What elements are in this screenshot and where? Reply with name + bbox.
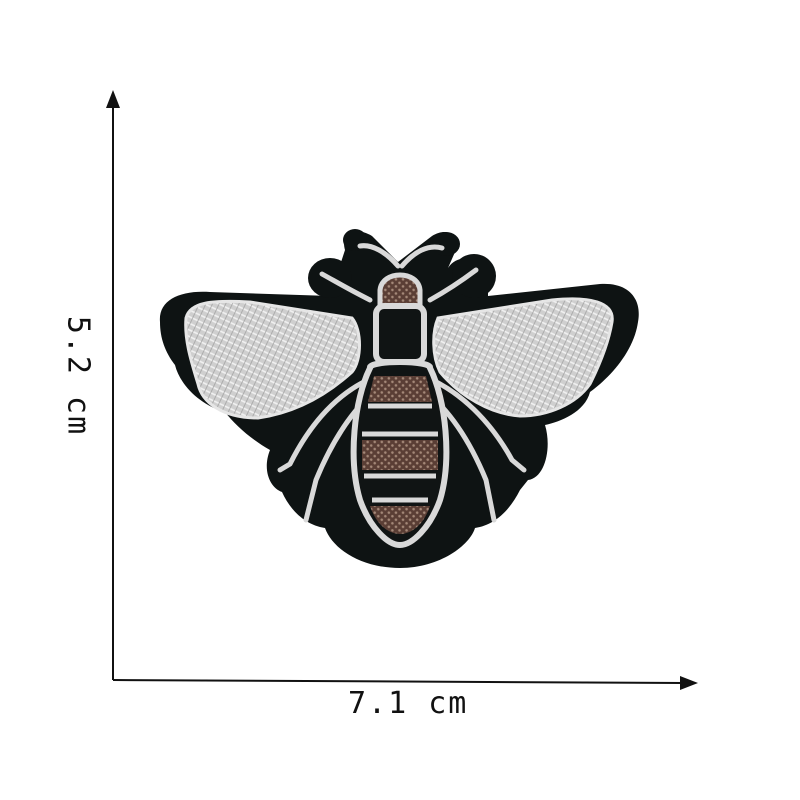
abdomen-stripe <box>362 440 438 470</box>
dimension-axes <box>106 90 698 690</box>
right-wing <box>432 297 614 418</box>
bee-patch-icon <box>159 229 639 568</box>
abdomen-stripe <box>360 416 440 428</box>
height-dimension-label: 5.2 cm <box>60 315 96 437</box>
bee-abdomen <box>350 359 450 549</box>
abdomen-stripe <box>368 376 432 402</box>
horizontal-axis-line <box>112 679 685 684</box>
abdomen-stripe <box>370 506 430 534</box>
width-dimension-label: 7.1 cm <box>348 686 469 721</box>
bee-head <box>377 272 423 309</box>
bee-thorax <box>373 303 427 365</box>
antennae <box>357 243 445 269</box>
horizontal-axis-arrow-icon <box>680 676 698 690</box>
left-wing <box>184 299 361 420</box>
vertical-axis-arrow-icon <box>106 90 120 108</box>
